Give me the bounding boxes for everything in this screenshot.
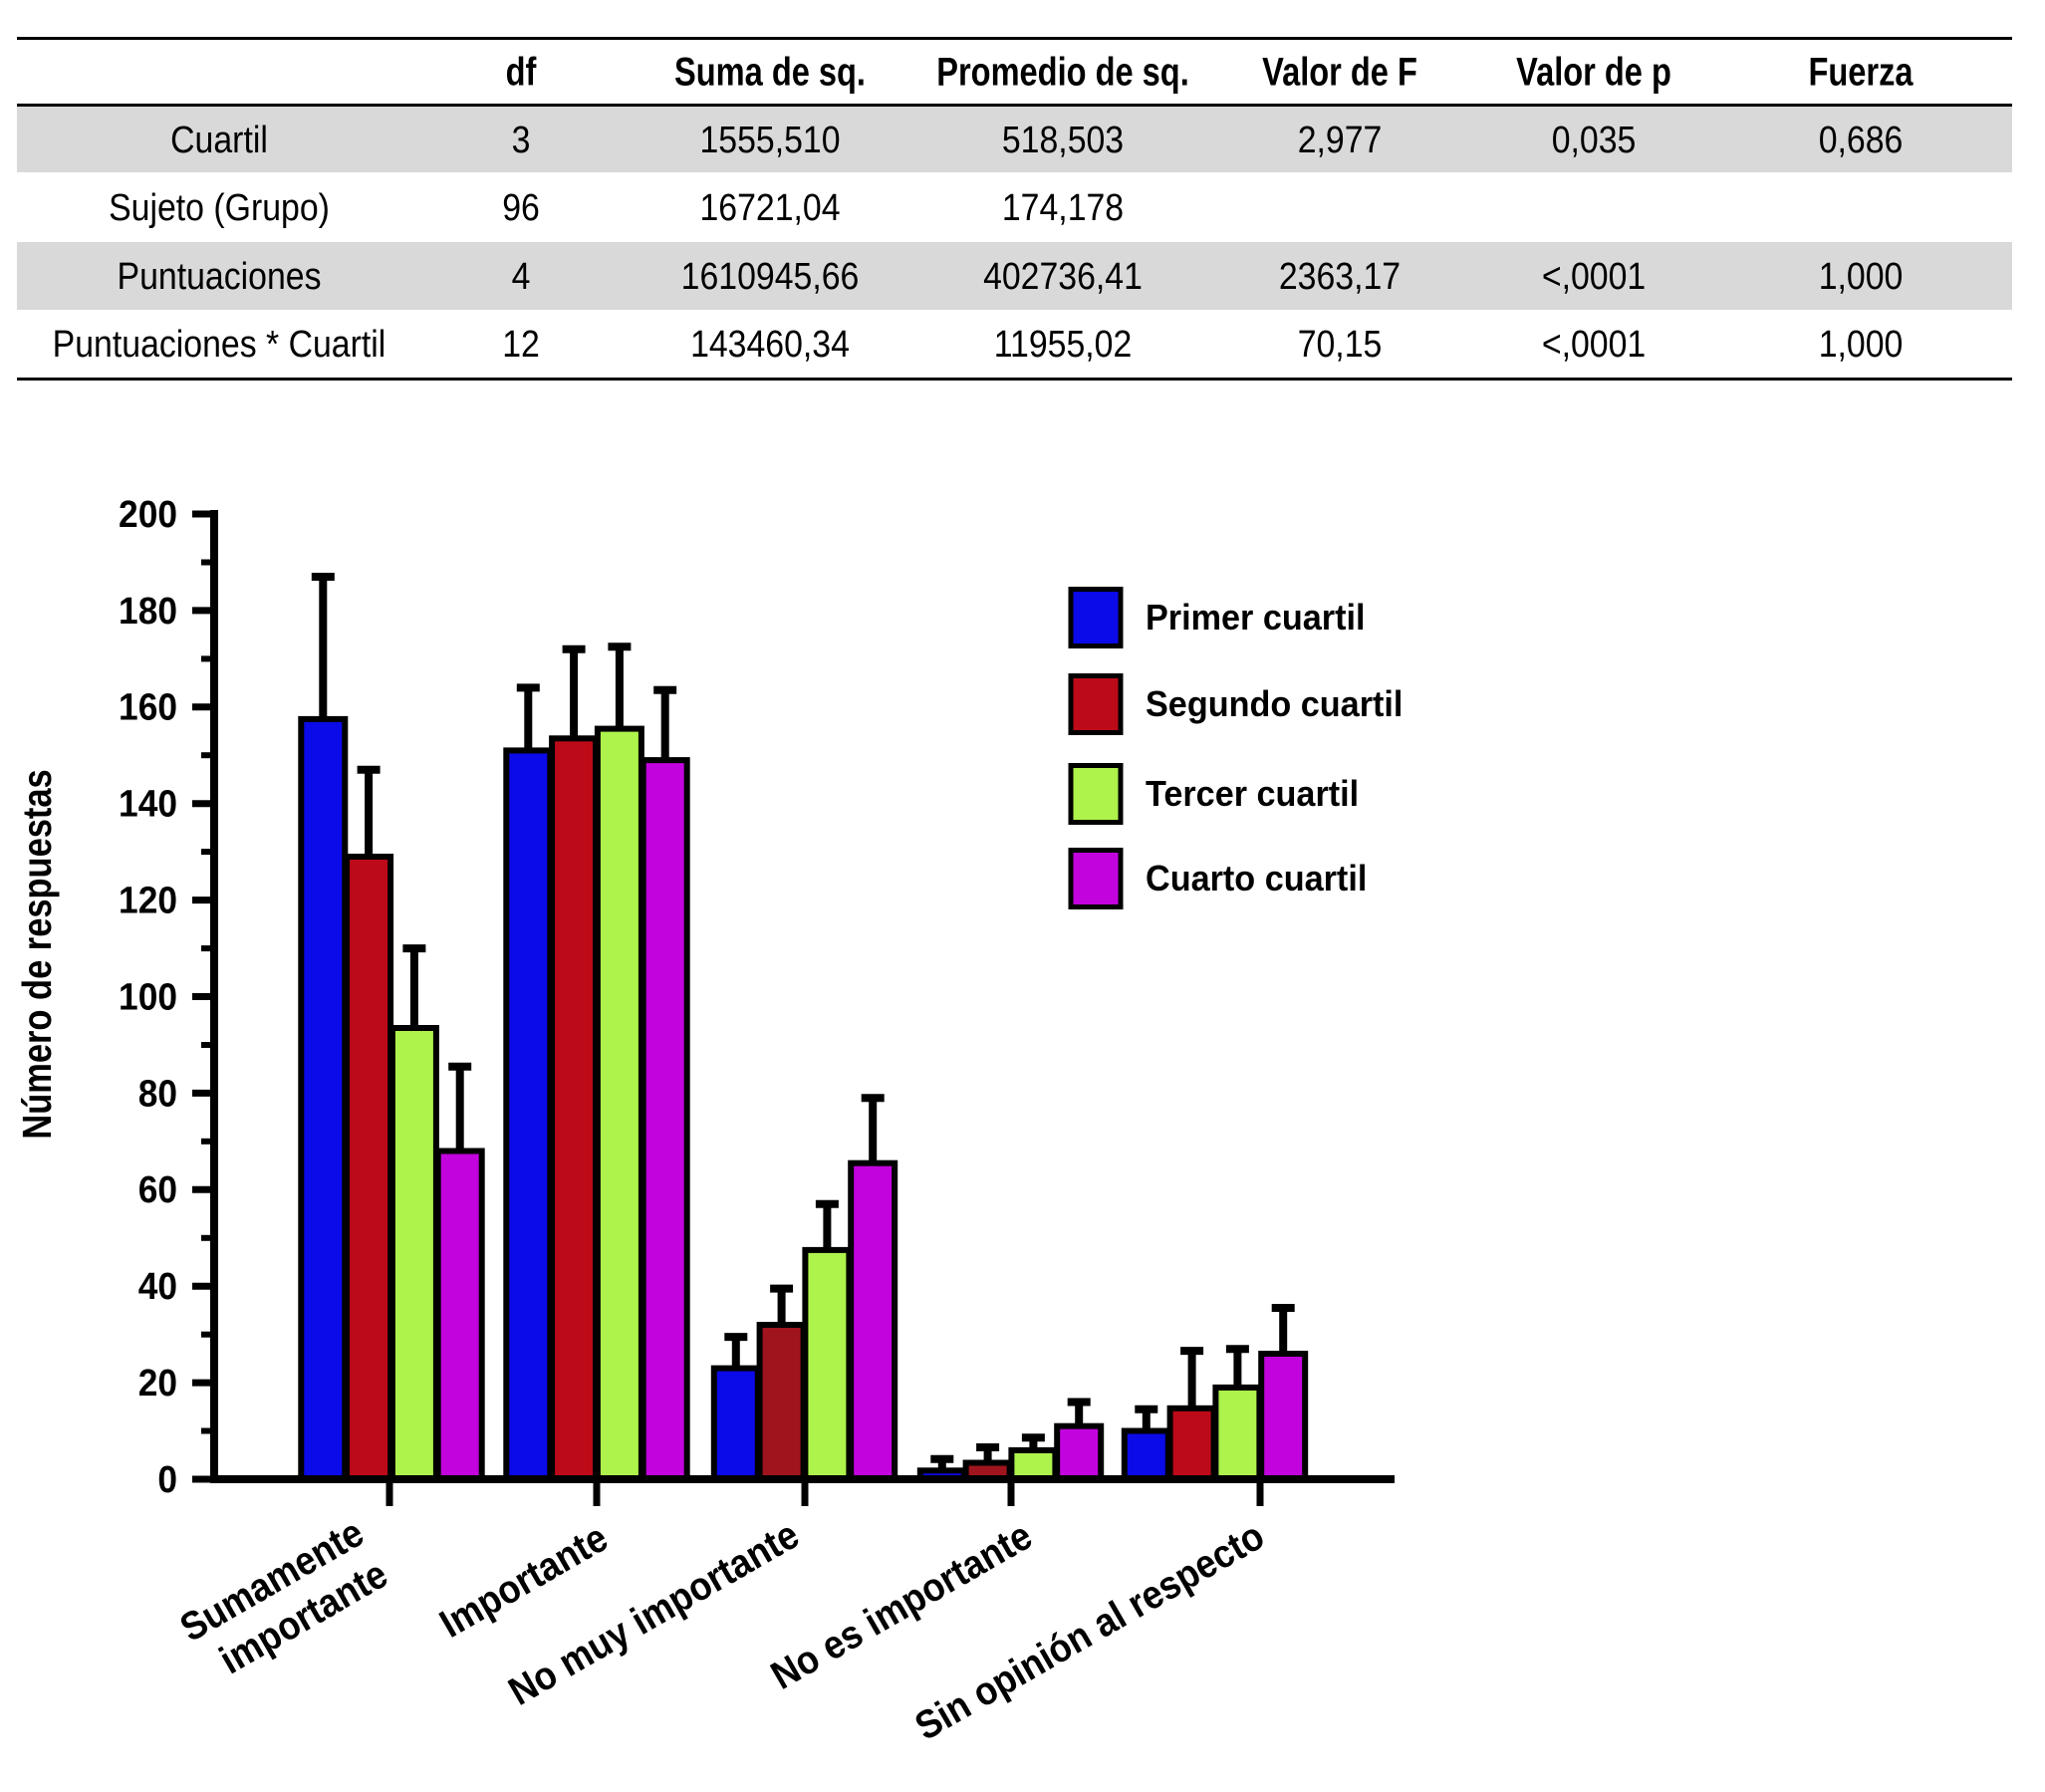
svg-text:1,000: 1,000 (1819, 322, 1904, 365)
svg-text:96: 96 (502, 185, 540, 228)
svg-text:Valor de F: Valor de F (1262, 50, 1417, 95)
svg-text:Valor de p: Valor de p (1516, 50, 1671, 95)
svg-text:0,686: 0,686 (1819, 118, 1904, 160)
svg-text:Cuartil: Cuartil (170, 118, 268, 160)
svg-text:160: 160 (119, 686, 177, 728)
svg-text:1555,510: 1555,510 (699, 118, 840, 160)
svg-text:Puntuaciones * Cuartil: Puntuaciones * Cuartil (53, 322, 386, 365)
svg-text:80: 80 (138, 1072, 177, 1114)
svg-text:Promedio de sq.: Promedio de sq. (936, 50, 1188, 95)
svg-text:180: 180 (119, 590, 177, 632)
svg-text:Fuerza: Fuerza (1808, 50, 1914, 95)
svg-text:20: 20 (138, 1362, 177, 1404)
svg-text:<,0001: <,0001 (1542, 322, 1646, 365)
svg-text:<,0001: <,0001 (1542, 254, 1646, 297)
svg-text:40: 40 (138, 1265, 177, 1307)
svg-text:Primer cuartil: Primer cuartil (1146, 598, 1365, 638)
svg-text:120: 120 (119, 879, 177, 920)
svg-text:2,977: 2,977 (1298, 118, 1383, 160)
svg-text:0,035: 0,035 (1552, 118, 1637, 160)
svg-text:3: 3 (512, 118, 531, 160)
svg-text:Número de respuestas: Número de respuestas (15, 769, 60, 1139)
svg-text:140: 140 (119, 782, 177, 824)
svg-text:402736,41: 402736,41 (983, 254, 1143, 297)
svg-text:df: df (506, 50, 538, 95)
svg-text:Cuarto cuartil: Cuarto cuartil (1146, 859, 1367, 898)
svg-text:Tercer cuartil: Tercer cuartil (1146, 774, 1359, 814)
svg-text:1610945,66: 1610945,66 (681, 254, 860, 297)
svg-text:143460,34: 143460,34 (690, 322, 850, 365)
svg-text:Sujeto (Grupo): Sujeto (Grupo) (109, 185, 330, 228)
svg-text:12: 12 (502, 322, 540, 365)
svg-text:518,503: 518,503 (1002, 118, 1124, 160)
svg-text:4: 4 (512, 254, 531, 297)
svg-text:2363,17: 2363,17 (1279, 254, 1401, 297)
svg-text:174,178: 174,178 (1002, 185, 1124, 228)
svg-text:60: 60 (138, 1168, 177, 1210)
svg-text:1,000: 1,000 (1819, 254, 1904, 297)
svg-text:0: 0 (157, 1458, 177, 1500)
svg-text:70,15: 70,15 (1298, 322, 1383, 365)
svg-text:16721,04: 16721,04 (699, 185, 840, 228)
svg-text:100: 100 (119, 975, 177, 1017)
svg-text:200: 200 (119, 493, 177, 535)
svg-text:Puntuaciones: Puntuaciones (118, 254, 322, 297)
svg-text:Suma de sq.: Suma de sq. (674, 50, 866, 95)
svg-text:Segundo cuartil: Segundo cuartil (1146, 684, 1403, 724)
svg-text:11955,02: 11955,02 (994, 322, 1133, 365)
